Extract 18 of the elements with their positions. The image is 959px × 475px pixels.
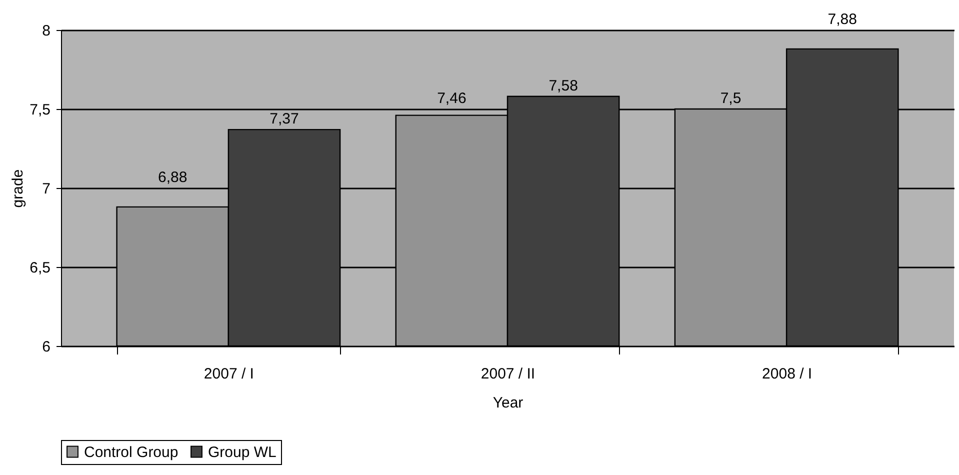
legend-label: Control Group xyxy=(84,444,178,461)
data-label: 7,88 xyxy=(828,11,857,28)
x-tick-label: 2007 / I xyxy=(204,366,254,382)
y-tick-label: 7,5 xyxy=(30,102,50,118)
y-tick-label: 7 xyxy=(42,180,50,198)
y-tick-label: 6,5 xyxy=(30,260,50,276)
x-tick-label: 2008 / I xyxy=(762,366,812,382)
y-tick-label: 6 xyxy=(42,338,50,356)
data-label: 7,37 xyxy=(270,110,299,128)
y-axis-title: grade xyxy=(10,169,27,208)
x-tick-label: 2007 / II xyxy=(480,366,536,382)
y-tick-label: 8 xyxy=(42,22,50,40)
x-axis-title: Year xyxy=(492,394,524,412)
data-label: 6,88 xyxy=(158,169,188,186)
data-label: 7,5 xyxy=(720,90,742,108)
legend-label: Group WL xyxy=(208,444,276,461)
data-label: 7,58 xyxy=(548,77,578,94)
data-label: 7,46 xyxy=(437,90,466,108)
